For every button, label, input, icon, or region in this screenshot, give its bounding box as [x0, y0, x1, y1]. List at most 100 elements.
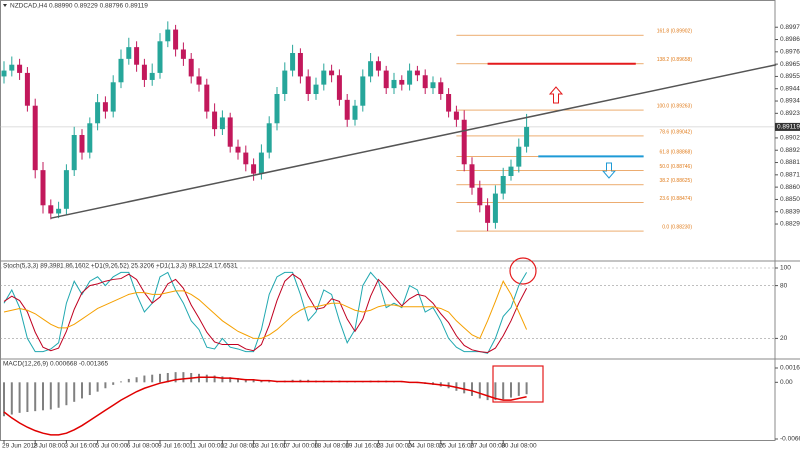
price-box	[775, 122, 800, 131]
macd-bar	[159, 373, 161, 383]
candle-body	[126, 47, 132, 59]
main-title: NZDCAD,H4 0.88990 0.89229 0.88796 0.8911…	[10, 3, 148, 10]
candle-body	[243, 152, 249, 165]
candle-body	[212, 111, 218, 130]
stoch-line	[3, 273, 528, 353]
candle-body	[24, 72, 30, 106]
macd-bar	[213, 375, 216, 383]
macd-bar	[198, 373, 200, 383]
x-tick-label: 17 Jul 00:00	[283, 443, 319, 450]
candle-body	[336, 75, 342, 100]
candle-body	[399, 79, 405, 85]
y-tick-label: 0.00	[780, 379, 793, 386]
y-tick-label: 0.88605	[780, 184, 800, 191]
y-tick-label: -0.006686	[780, 436, 800, 443]
candle-body	[227, 117, 233, 147]
macd-bar	[135, 377, 138, 383]
macd-bar	[18, 382, 21, 413]
candle-body	[180, 49, 186, 59]
fib-label: 23.6 (0.88474)	[659, 196, 692, 202]
y-tick-label: 0.88395	[780, 208, 800, 215]
stoch-line	[3, 280, 528, 340]
macd-bar	[143, 375, 146, 383]
highlight-box	[492, 365, 544, 403]
candle-body	[165, 29, 171, 42]
candle-body	[266, 123, 272, 153]
y-tick-label: 0.89235	[780, 110, 800, 117]
candle-body	[305, 76, 311, 94]
candle-body	[235, 146, 241, 153]
x-tick-label: 9 Jul 16:00	[158, 443, 190, 450]
macd-bar	[471, 382, 473, 396]
macd-bar	[244, 378, 247, 383]
macd-bar	[127, 378, 130, 383]
candle-body	[516, 146, 522, 167]
macd-bar	[174, 372, 177, 383]
macd-bar	[229, 377, 232, 383]
candle-body	[32, 105, 38, 171]
x-tick-label: 19 Jul 16:00	[345, 443, 381, 450]
candle-body	[110, 82, 116, 112]
macd-bar	[478, 382, 481, 399]
candle-body	[469, 164, 475, 188]
fib-label: 78.6 (0.89042)	[659, 129, 692, 135]
macd-bar	[42, 382, 44, 411]
y-tick-label: 20	[780, 335, 788, 342]
macd-bar	[260, 380, 263, 383]
highlight-circle	[509, 257, 537, 285]
stoch-line	[3, 271, 528, 354]
candle-body	[477, 187, 483, 206]
up-arrow	[548, 86, 564, 104]
candle-body	[414, 70, 420, 76]
candle-body	[157, 41, 163, 73]
macd-bar	[205, 374, 208, 383]
x-tick-label: 11 Jul 00:00	[189, 443, 224, 450]
macd-bar	[49, 382, 52, 410]
candle-body	[204, 84, 210, 112]
candle-body	[63, 170, 69, 209]
fib-label: 50.0 (0.88746)	[659, 164, 692, 170]
x-tick-label: 18 Jul 08:00	[314, 443, 350, 450]
macd-bar	[221, 376, 224, 383]
macd-bar	[3, 382, 5, 417]
fib-label: 161.8 (0.89902)	[657, 29, 693, 35]
x-tick-label: 2 Jul 08:00	[33, 443, 65, 450]
candle-body	[492, 193, 498, 223]
candle-body	[360, 76, 366, 106]
x-tick-label: 29 Jun 2018	[2, 443, 38, 450]
fib-label: 138.2 (0.89658)	[657, 57, 693, 63]
candle-body	[71, 135, 77, 171]
candle-body	[290, 53, 296, 71]
macd-bar	[166, 372, 169, 383]
candle-body	[258, 152, 264, 174]
candle-body	[40, 170, 46, 206]
macd-bar	[96, 382, 99, 392]
candle-body	[461, 119, 467, 165]
macd-bar	[88, 382, 91, 396]
y-tick-label: 80	[780, 282, 788, 289]
y-tick-label: 0.88290	[780, 221, 800, 228]
macd-bar	[252, 379, 255, 383]
candle-body	[524, 126, 530, 147]
candle-body	[17, 64, 23, 73]
x-tick-label: 30 Jul 08:00	[501, 443, 537, 450]
candle-body	[446, 94, 452, 112]
x-tick-label: 3 Jul 16:00	[64, 443, 96, 450]
macd-bar	[494, 382, 497, 401]
candle-body	[383, 70, 389, 89]
candle-body	[485, 205, 491, 223]
candle-body	[368, 61, 374, 77]
macd-bar	[151, 374, 154, 383]
candle-body	[9, 64, 15, 71]
macd-bar	[463, 382, 466, 394]
candle-body	[407, 70, 413, 85]
candle-body	[251, 164, 257, 174]
candle-body	[297, 53, 303, 77]
y-tick-label: 0.89025	[780, 135, 800, 142]
y-tick-label: 0.88815	[780, 159, 800, 166]
candle-body	[79, 135, 85, 153]
